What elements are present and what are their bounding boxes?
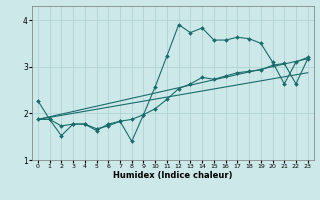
X-axis label: Humidex (Indice chaleur): Humidex (Indice chaleur): [113, 171, 233, 180]
